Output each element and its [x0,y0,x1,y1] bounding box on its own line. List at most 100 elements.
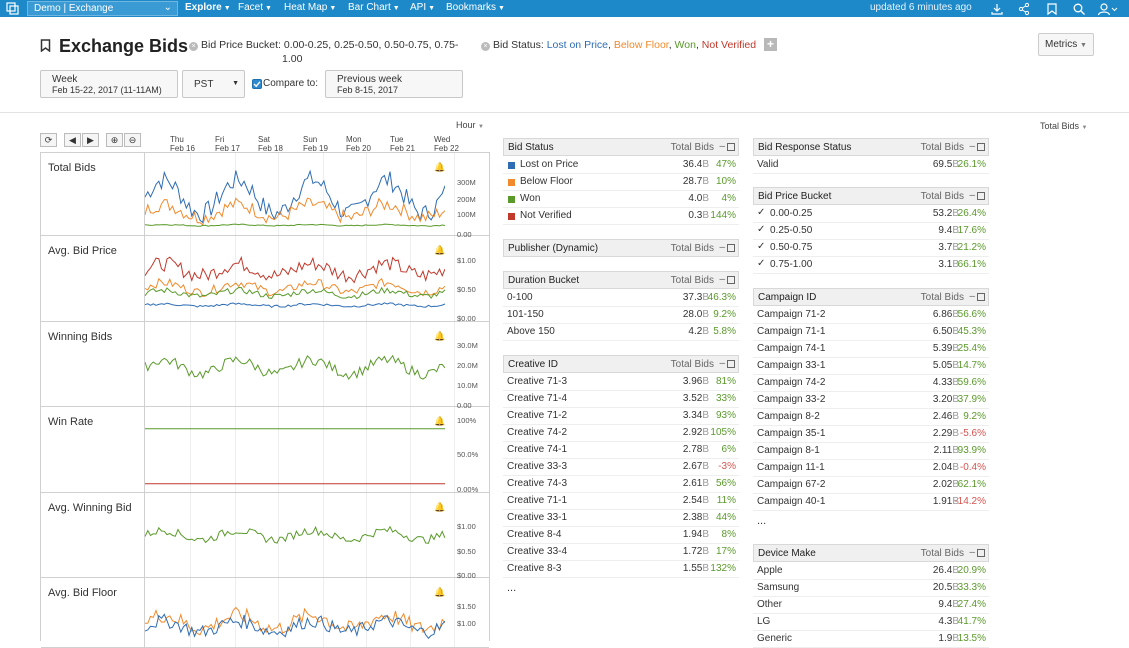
table-row[interactable]: Creative 33-3 2.67B -3% [503,459,739,476]
chart-plot-area[interactable] [144,153,489,235]
dataset-selector[interactable]: Demo | Exchange ⌄ [27,1,178,16]
minimize-icon[interactable]: – [719,141,725,152]
table-row[interactable]: Generic 1.9B 13.5% [753,631,989,648]
minimize-icon[interactable]: – [719,274,725,285]
check-icon[interactable]: ✓ [757,241,766,252]
table-row[interactable]: Campaign 8-1 2.11B 93.9% [753,443,989,460]
table-row[interactable]: Above 150 4.2B 5.8% [503,324,739,341]
alert-bell-icon[interactable]: 🔔 [434,162,446,172]
alert-bell-icon[interactable]: 🔔 [434,502,446,512]
table-row[interactable]: Creative 8-4 1.94B 8% [503,527,739,544]
table-row[interactable]: Creative 33-1 2.38B 44% [503,510,739,527]
table-row[interactable]: Campaign 40-1 1.91B -14.2% [753,494,989,511]
metrics-button[interactable]: Metrics ▼ [1038,33,1094,56]
remove-filter-icon[interactable]: × [189,42,198,51]
maximize-icon[interactable] [727,360,735,368]
table-row[interactable]: Campaign 8-2 2.46B 9.2% [753,409,989,426]
table-metric-label[interactable]: Total Bids [920,292,964,303]
chart-plot-area[interactable] [144,407,489,492]
table-row[interactable]: Campaign 71-2 6.86B 56.6% [753,307,989,324]
granularity-select[interactable]: Hour ▼ [456,120,484,130]
bid-status-filter[interactable]: × Bid Status: Lost on Price, Below Floor,… [481,39,756,51]
share-icon[interactable] [1017,2,1031,16]
table-row[interactable]: Lost on Price 36.4B 47% [503,157,739,174]
table-row[interactable]: ✓ 0.75-1.00 3.1B 66.1% [753,257,989,274]
chart-panel[interactable]: Avg. Winning Bid 🔔 $1.00 $0.50 $0.00 [41,493,489,580]
maximize-icon[interactable] [977,293,985,301]
zoom-out-button[interactable]: ⊖ [124,133,141,147]
table-row[interactable]: Creative 74-3 2.61B 56% [503,476,739,493]
bid-price-filter[interactable]: × Bid Price Bucket: 0.00-0.25, 0.25-0.50,… [189,39,458,51]
maximize-icon[interactable] [977,192,985,200]
app-logo-icon[interactable] [6,2,19,15]
table-row[interactable]: Campaign 67-2 2.02B 62.1% [753,477,989,494]
chart-plot-area[interactable] [144,236,489,321]
table-row[interactable]: Won 4.0B 4% [503,191,739,208]
table-metric-label[interactable]: Total Bids [920,142,964,153]
table-row[interactable]: 0-100 37.3B 46.3% [503,290,739,307]
table-row[interactable]: Creative 71-2 3.34B 93% [503,408,739,425]
chart-panel[interactable]: Total Bids 🔔 300M 200M 100M 0.00 [41,153,489,239]
table-row[interactable]: 101-150 28.0B 9.2% [503,307,739,324]
minimize-icon[interactable]: – [969,141,975,152]
alert-bell-icon[interactable]: 🔔 [434,331,446,341]
remove-filter-icon[interactable]: × [481,42,490,51]
maximize-icon[interactable] [727,244,735,252]
table-row[interactable]: Campaign 35-1 2.29B -5.6% [753,426,989,443]
alert-bell-icon[interactable]: 🔔 [434,245,446,255]
refresh-button[interactable]: ⟳ [40,133,57,147]
maximize-icon[interactable] [977,549,985,557]
zoom-in-button[interactable]: ⊕ [106,133,123,147]
chart-plot-area[interactable] [144,493,489,577]
table-row[interactable]: Samsung 20.5B 33.3% [753,580,989,597]
chart-panel[interactable]: Avg. Bid Price 🔔 $1.00 $0.50 $0.00 [41,236,489,323]
chart-plot-area[interactable] [144,578,489,647]
alert-bell-icon[interactable]: 🔔 [434,416,446,426]
show-more-link[interactable]: ... [507,582,517,594]
sort-metric-select[interactable]: Total Bids ▼ [1040,121,1088,131]
nav-bookmarks[interactable]: Bookmarks ▼ [446,2,505,13]
time-range-picker[interactable]: Week Feb 15-22, 2017 (11-11AM) [40,70,178,98]
minimize-icon[interactable]: – [969,547,975,558]
table-row[interactable]: ✓ 0.00-0.25 53.2B 26.4% [753,206,989,223]
table-row[interactable]: Campaign 74-1 5.39B 25.4% [753,341,989,358]
table-metric-label[interactable]: Total Bids [670,359,714,370]
table-row[interactable]: Creative 71-3 3.96B 81% [503,374,739,391]
nav-api[interactable]: API ▼ [410,2,435,13]
maximize-icon[interactable] [727,276,735,284]
nav-facet[interactable]: Facet ▼ [238,2,272,13]
add-filter-button[interactable]: + [764,38,777,51]
show-more-link[interactable]: ... [757,515,767,527]
check-icon[interactable]: ✓ [757,258,766,269]
table-row[interactable]: Below Floor 28.7B 10% [503,174,739,191]
table-row[interactable]: Creative 8-3 1.55B 132% [503,561,739,578]
table-row[interactable]: Not Verified 0.3B 144% [503,208,739,225]
search-icon[interactable] [1072,2,1086,16]
compare-checkbox[interactable] [252,79,262,89]
chart-panel[interactable]: Winning Bids 🔔 30.0M 20.0M 10.0M 0.00 [41,322,489,410]
table-row[interactable]: Creative 33-4 1.72B 17% [503,544,739,561]
table-metric-label[interactable]: Total Bids [670,142,714,153]
table-row[interactable]: Other 9.4B 27.4% [753,597,989,614]
table-row[interactable]: Creative 74-1 2.78B 6% [503,442,739,459]
maximize-icon[interactable] [727,143,735,151]
table-metric-label[interactable]: Total Bids [670,243,714,254]
table-metric-label[interactable]: Total Bids [670,275,714,286]
compare-range-picker[interactable]: Previous week Feb 8-15, 2017 [325,70,463,98]
table-row[interactable]: Campaign 11-1 2.04B -0.4% [753,460,989,477]
download-icon[interactable] [990,2,1004,16]
alert-bell-icon[interactable]: 🔔 [434,587,446,597]
user-menu-icon[interactable] [1097,2,1119,16]
minimize-icon[interactable]: – [969,190,975,201]
nav-bar-chart[interactable]: Bar Chart ▼ [348,2,400,13]
table-row[interactable]: Apple 26.4B 20.9% [753,563,989,580]
bookmark-query-icon[interactable] [40,39,51,52]
table-metric-label[interactable]: Total Bids [920,191,964,202]
chart-panel[interactable]: Avg. Bid Floor 🔔 $1.50 $1.00 [41,578,489,648]
table-row[interactable]: Campaign 33-2 3.20B 37.9% [753,392,989,409]
timezone-select[interactable]: PST ▼ [182,70,245,98]
table-row[interactable]: Campaign 71-1 6.50B 45.3% [753,324,989,341]
table-row[interactable]: Campaign 74-2 4.33B 59.6% [753,375,989,392]
pan-right-button[interactable]: ▶ [82,133,99,147]
chart-plot-area[interactable] [144,322,489,406]
